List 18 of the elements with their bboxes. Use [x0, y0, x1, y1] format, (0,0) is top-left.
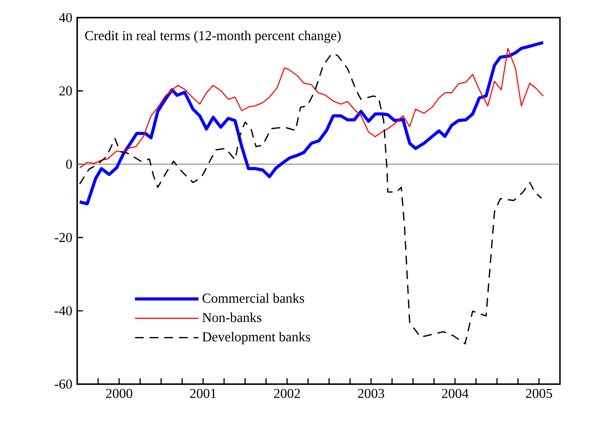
- y-tick-label: 20: [59, 86, 72, 96]
- x-tick-label: 2004: [442, 388, 468, 398]
- y-tick-label: -20: [54, 232, 72, 242]
- y-tick-label: 40: [59, 12, 72, 22]
- x-tick-label: 2000: [106, 388, 132, 398]
- y-tick-label: 0: [66, 159, 72, 169]
- x-tick-label: 2001: [190, 388, 216, 398]
- x-tick-label: 2005: [526, 388, 552, 398]
- legend-label: Non-banks: [202, 312, 262, 322]
- legend-label: Development banks: [202, 332, 310, 344]
- annotation: Credit in real terms (12-month percent change): [85, 30, 341, 43]
- y-tick-label: -40: [54, 306, 72, 316]
- y-tick-label: -60: [54, 379, 72, 389]
- x-tick-label: 2002: [274, 388, 300, 398]
- line-series: [79, 53, 542, 344]
- x-tick-label: 2003: [358, 388, 384, 398]
- line-series: [79, 48, 544, 168]
- legend-label: Commercial banks: [202, 293, 304, 303]
